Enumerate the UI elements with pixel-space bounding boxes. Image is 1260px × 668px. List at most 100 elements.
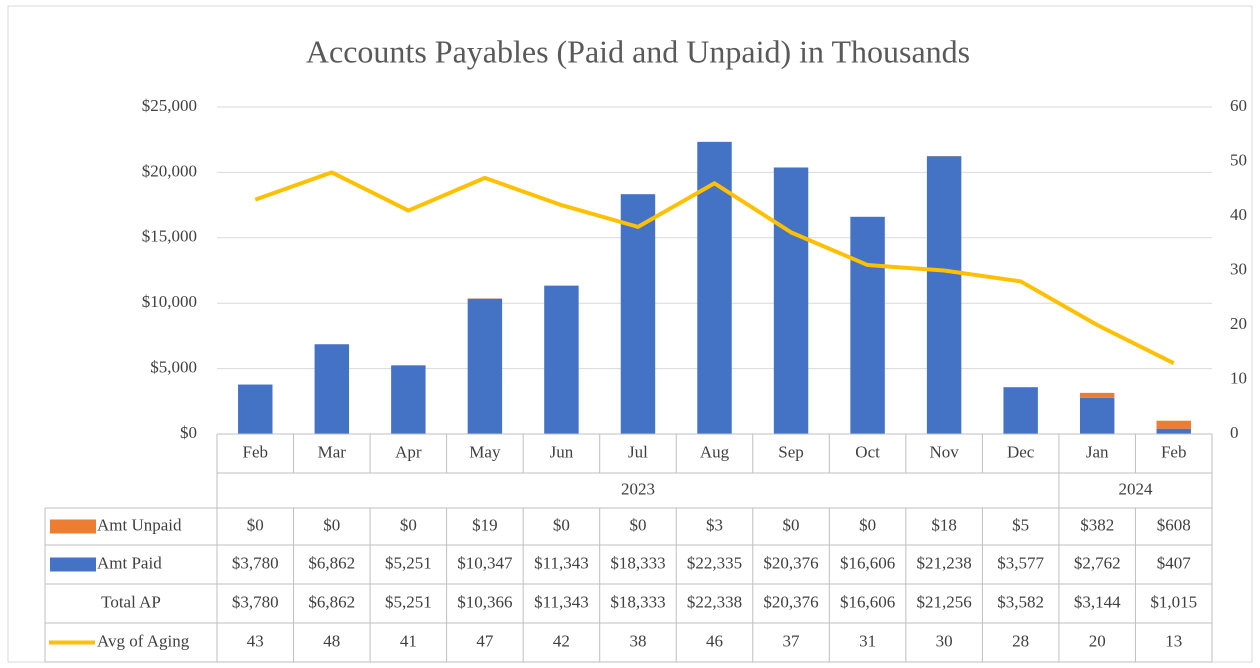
bar xyxy=(1156,428,1191,434)
y2-tick-label: 0 xyxy=(1230,423,1239,442)
table-cell: $3,144 xyxy=(1074,592,1121,611)
table-cell: 30 xyxy=(936,631,953,650)
table-cell: $2,762 xyxy=(1074,553,1121,572)
table-cell: $20,376 xyxy=(763,553,818,572)
table-cell: $10,366 xyxy=(457,592,512,611)
table-cell: $0 xyxy=(400,515,417,534)
bar xyxy=(1156,420,1191,429)
table-cell: $382 xyxy=(1080,515,1114,534)
legend-key xyxy=(50,519,96,534)
bar xyxy=(620,194,656,434)
table-cell: $608 xyxy=(1157,515,1191,534)
legend-key xyxy=(50,557,96,572)
table-cell: $21,256 xyxy=(916,592,971,611)
table-cell: 41 xyxy=(400,631,417,650)
table-cell: 38 xyxy=(629,631,646,650)
year-label: 2024 xyxy=(1118,479,1153,498)
table-cell: $10,347 xyxy=(457,553,513,572)
table-cell: $18,333 xyxy=(610,592,665,611)
y2-tick-label: 30 xyxy=(1230,259,1247,278)
table-cell: $407 xyxy=(1157,553,1192,572)
y-tick-label: $5,000 xyxy=(150,358,197,377)
table-cell: $22,338 xyxy=(687,592,742,611)
y-tick-label: $0 xyxy=(180,423,197,442)
bar xyxy=(1003,387,1038,434)
x-tick-label: Mar xyxy=(318,442,347,461)
table-cell: $3,780 xyxy=(232,553,279,572)
table-cell: $5,251 xyxy=(385,553,432,572)
table-cell: $18 xyxy=(931,515,957,534)
table-cell: $16,606 xyxy=(840,553,895,572)
bar xyxy=(697,141,732,434)
bar xyxy=(926,156,962,434)
x-tick-label: Sep xyxy=(778,442,804,461)
table-cell: 28 xyxy=(1012,631,1029,650)
bar xyxy=(544,285,579,434)
table-cell: $5,251 xyxy=(385,592,432,611)
table-cell: $5 xyxy=(1012,515,1029,534)
y-tick-label: $25,000 xyxy=(142,96,197,115)
table-cell: $16,606 xyxy=(840,592,895,611)
y2-tick-label: 50 xyxy=(1230,150,1247,169)
x-tick-label: May xyxy=(469,442,501,461)
table-cell: 13 xyxy=(1165,631,1182,650)
y-tick-label: $20,000 xyxy=(142,161,197,180)
bar xyxy=(773,167,809,434)
x-tick-label: Dec xyxy=(1007,442,1035,461)
bar xyxy=(238,384,273,434)
table-cell: $21,238 xyxy=(916,553,971,572)
row-label: Total AP xyxy=(101,592,161,611)
x-tick-label: Jun xyxy=(550,442,574,461)
chart-title: Accounts Payables (Paid and Unpaid) in T… xyxy=(306,33,970,69)
x-tick-label: Jan xyxy=(1086,442,1109,461)
table-cell: 46 xyxy=(706,631,723,650)
y-tick-label: $10,000 xyxy=(142,292,197,311)
table-cell: 31 xyxy=(859,631,876,650)
bar xyxy=(850,216,885,434)
aging-line xyxy=(254,170,1175,365)
table-cell: $11,343 xyxy=(534,592,589,611)
table-cell: $0 xyxy=(859,515,876,534)
bar xyxy=(314,344,350,434)
table-cell: 43 xyxy=(247,631,264,650)
bar xyxy=(1079,397,1115,434)
table-cell: $3,577 xyxy=(997,553,1044,572)
year-label: 2023 xyxy=(621,479,655,498)
x-tick-label: Jul xyxy=(628,442,648,461)
y-tick-label: $15,000 xyxy=(142,227,197,246)
x-tick-label: Feb xyxy=(1161,442,1187,461)
table-cell: $0 xyxy=(783,515,800,534)
x-tick-label: Aug xyxy=(700,442,730,461)
table-cell: $3,780 xyxy=(232,592,279,611)
table-cell: $3 xyxy=(706,515,723,534)
table-cell: $0 xyxy=(629,515,646,534)
legend-label: Avg of Aging xyxy=(97,631,190,650)
x-tick-label: Oct xyxy=(855,442,880,461)
table-cell: $0 xyxy=(553,515,570,534)
table-cell: $0 xyxy=(323,515,340,534)
table-cell: $20,376 xyxy=(763,592,818,611)
y2-tick-label: 60 xyxy=(1230,96,1247,115)
table-cell: $0 xyxy=(247,515,264,534)
y2-tick-label: 20 xyxy=(1230,314,1247,333)
bar xyxy=(467,298,503,434)
table-cell: $1,015 xyxy=(1150,592,1197,611)
x-tick-label: Feb xyxy=(243,442,269,461)
table-cell: $22,335 xyxy=(687,553,742,572)
x-tick-label: Apr xyxy=(395,442,422,461)
table-cell: $3,582 xyxy=(997,592,1044,611)
y2-tick-label: 40 xyxy=(1230,205,1247,224)
table-cell: 48 xyxy=(323,631,340,650)
legend-label: Amt Unpaid xyxy=(97,515,182,534)
table-cell: $6,862 xyxy=(308,553,355,572)
bar xyxy=(391,365,426,434)
table-cell: $18,333 xyxy=(610,553,665,572)
table-cell: 20 xyxy=(1089,631,1106,650)
table-cell: $11,343 xyxy=(534,553,589,572)
table-cell: 37 xyxy=(783,631,801,650)
legend-label: Amt Paid xyxy=(97,553,162,572)
y2-tick-label: 10 xyxy=(1230,368,1247,387)
table-cell: $6,862 xyxy=(308,592,355,611)
table-cell: $19 xyxy=(472,515,498,534)
